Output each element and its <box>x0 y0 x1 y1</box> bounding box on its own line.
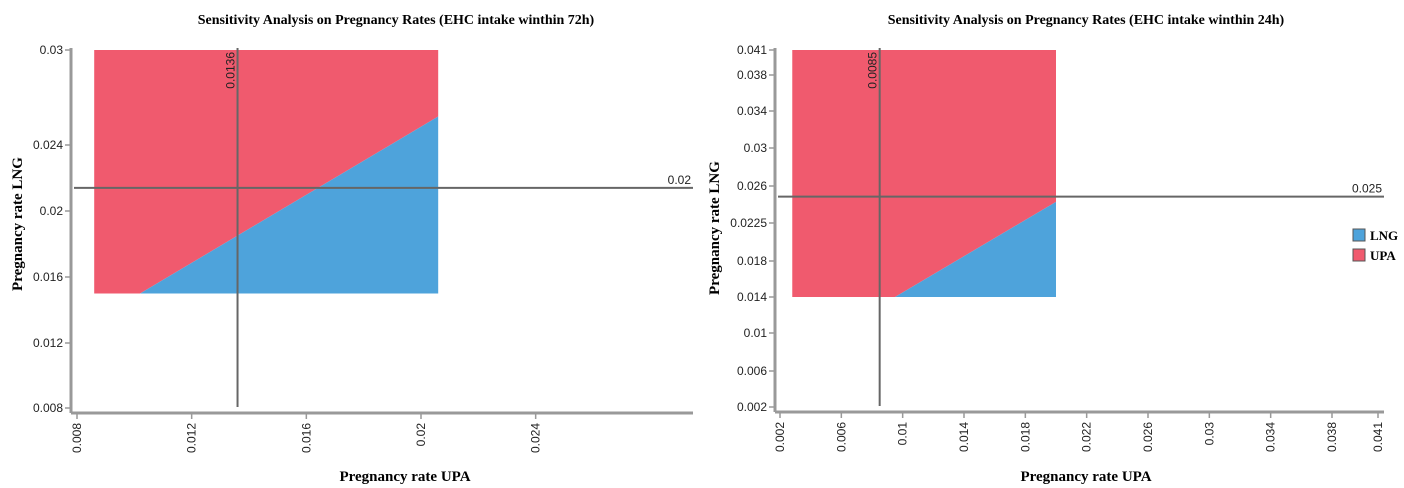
y-tick-label: 0.03 <box>40 43 64 57</box>
y-tick-label: 0.006 <box>737 364 767 378</box>
y-axis-label: Pregnancy rate LNG <box>10 157 26 291</box>
x-tick-label: 0.014 <box>957 422 971 452</box>
chart-72h: Sensitivity Analysis on Pregnancy Rates … <box>10 13 693 485</box>
x-tick-label: 0.008 <box>70 423 84 453</box>
x-tick-label: 0.022 <box>1080 422 1094 452</box>
legend-swatch-upa <box>1352 248 1366 262</box>
y-tick-label: 0.02 <box>40 204 64 218</box>
x-tick-label: 0.024 <box>529 423 543 453</box>
y-axis-ticks: 0.008 0.012 0.016 0.02 0.024 0.03 <box>33 43 71 415</box>
x-axis-ticks: 0.008 0.012 0.016 0.02 0.024 <box>70 413 543 453</box>
y-tick-label: 0.014 <box>737 290 767 304</box>
x-tick-label: 0.012 <box>185 423 199 453</box>
plot-area: 0.008 0.012 0.016 0.02 0.024 0.008 0.012 0.016… <box>33 43 693 453</box>
upa-region <box>792 50 1056 297</box>
chart-title: Sensitivity Analysis on Pregnancy Rates … <box>198 13 595 28</box>
y-tick-label: 0.034 <box>737 104 767 118</box>
x-axis-label: Pregnancy rate UPA <box>339 469 470 485</box>
x-axis-label: Pregnancy rate UPA <box>1020 469 1151 485</box>
legend: LNG UPA <box>1352 228 1398 263</box>
x-tick-label: 0.041 <box>1371 422 1385 452</box>
y-tick-label: 0.038 <box>737 68 767 82</box>
y-tick-label: 0.01 <box>744 326 768 340</box>
vertical-line-label: 0.0136 <box>224 52 238 89</box>
y-tick-label: 0.002 <box>737 400 767 414</box>
y-tick-label: 0.012 <box>33 336 63 350</box>
x-axis-ticks: 0.002 0.006 0.01 0.014 0.018 0.022 0.026 0.03 0.… <box>773 412 1385 452</box>
legend-swatch-lng <box>1352 228 1366 242</box>
y-tick-label: 0.018 <box>737 254 767 268</box>
y-tick-label: 0.041 <box>737 43 767 57</box>
y-tick-label: 0.026 <box>737 179 767 193</box>
horizontal-line-label: 0.02 <box>668 173 692 187</box>
x-tick-label: 0.026 <box>1141 422 1155 452</box>
x-tick-label: 0.03 <box>1202 422 1216 446</box>
x-tick-label: 0.002 <box>773 422 787 452</box>
x-tick-label: 0.006 <box>834 422 848 452</box>
chart-title: Sensitivity Analysis on Pregnancy Rates … <box>888 13 1285 28</box>
horizontal-line-label: 0.025 <box>1352 182 1382 196</box>
plot-area: 0.002 0.006 0.01 0.014 0.018 0.022 0.026 0.03 0.… <box>730 43 1385 452</box>
upa-region <box>94 50 439 294</box>
lng-region <box>895 201 1056 297</box>
legend-label-upa: UPA <box>1370 248 1396 263</box>
y-tick-label: 0.03 <box>744 141 768 155</box>
legend-label-lng: LNG <box>1370 228 1398 243</box>
y-tick-label: 0.0225 <box>730 216 767 230</box>
x-tick-label: 0.01 <box>896 422 910 446</box>
lng-region <box>140 116 439 294</box>
y-tick-label: 0.016 <box>33 270 63 284</box>
chart-24h: Sensitivity Analysis on Pregnancy Rates … <box>707 13 1398 485</box>
y-tick-label: 0.024 <box>33 138 63 152</box>
y-axis-ticks: 0.002 0.006 0.01 0.014 0.018 0.0225 0.026 0.03 0… <box>730 43 775 414</box>
vertical-line-label: 0.0085 <box>866 52 880 89</box>
y-axis-label: Pregnancy rate LNG <box>707 161 723 295</box>
x-tick-label: 0.018 <box>1018 422 1032 452</box>
x-tick-label: 0.034 <box>1264 422 1278 452</box>
x-tick-label: 0.038 <box>1325 422 1339 452</box>
x-tick-label: 0.016 <box>299 423 313 453</box>
x-tick-label: 0.02 <box>414 423 428 447</box>
y-tick-label: 0.008 <box>33 401 63 415</box>
